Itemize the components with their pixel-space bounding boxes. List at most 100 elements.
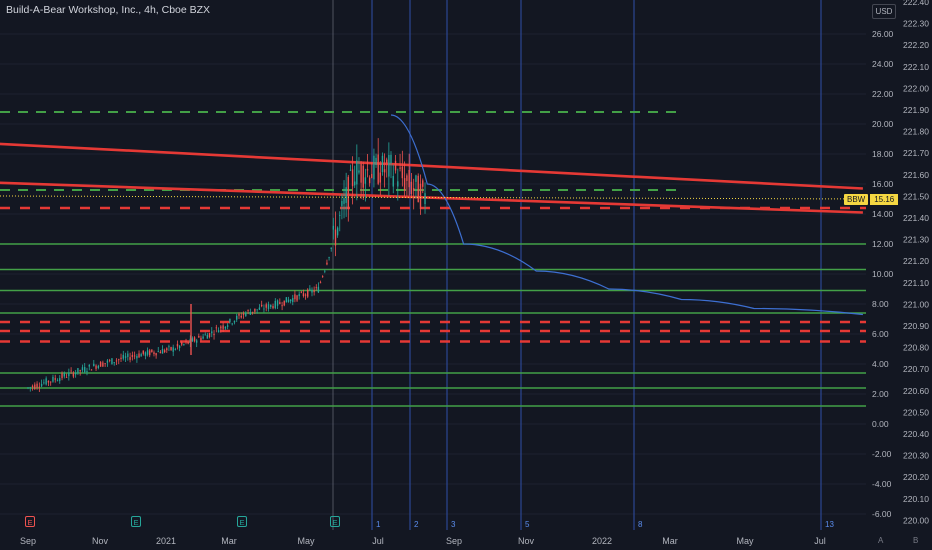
right-axis-label: 220.30	[903, 451, 929, 461]
candle-body	[43, 382, 45, 384]
time-axis-label: Jul	[814, 536, 826, 546]
horizontal-levels	[0, 111, 866, 407]
candle-body	[242, 313, 245, 315]
candle-body	[289, 299, 292, 302]
symbol-title[interactable]: Build-A-Bear Workshop, Inc., 4h, Cboe BZ…	[6, 4, 211, 16]
candle-body	[174, 349, 177, 351]
time-axis-label: Sep	[20, 536, 36, 546]
candle-body	[424, 193, 426, 205]
candle-body	[377, 154, 379, 184]
right-axis-label: 222.10	[903, 62, 929, 72]
right-axis-label: 221.10	[903, 278, 929, 288]
candle-body	[204, 334, 206, 336]
candle-body	[263, 308, 265, 310]
candle-body	[84, 367, 86, 373]
candle-body	[298, 294, 300, 297]
candle-body	[47, 380, 50, 383]
candle-body	[360, 163, 362, 183]
currency-button[interactable]: USD	[872, 4, 896, 19]
candle-body	[366, 169, 369, 171]
candle-body	[183, 344, 185, 345]
candle-body	[163, 350, 166, 353]
candle-body	[206, 334, 209, 339]
candle-body	[151, 349, 153, 353]
candle-body	[343, 198, 345, 204]
candle-body	[332, 225, 335, 230]
right-axis-label: 222.40	[903, 0, 929, 7]
time-axis-label: Nov	[518, 536, 535, 546]
candle-body	[133, 355, 136, 357]
left-axis-label: 14.00	[872, 209, 894, 219]
candle-body	[417, 175, 419, 203]
auto-scale-button[interactable]: A	[878, 536, 884, 545]
time-axis-label: 2021	[156, 536, 176, 546]
candle-body	[170, 347, 172, 351]
candle-body	[122, 354, 124, 359]
candle-body	[168, 346, 170, 348]
candle-body	[292, 298, 294, 303]
candle-body	[142, 350, 145, 354]
log-scale-button[interactable]: B	[913, 536, 919, 545]
candle-body	[236, 315, 238, 320]
right-axis-label: 220.70	[903, 364, 929, 374]
right-axis-label: 220.40	[903, 429, 929, 439]
earnings-badge[interactable]: E	[330, 516, 340, 527]
candle-body	[328, 257, 330, 258]
price-axis[interactable]: 26.00 24.00 22.00 20.00 18.00 16.00 14.00 12.00…	[872, 0, 929, 525]
candle-body	[349, 169, 352, 171]
candle-body	[317, 286, 320, 293]
left-axis-label: 0.00	[872, 419, 889, 429]
candle-body	[70, 370, 72, 372]
candle-body	[260, 304, 263, 307]
earnings-badge[interactable]: E	[237, 516, 247, 527]
candle-body	[79, 370, 81, 372]
grid	[0, 33, 866, 515]
red-trendline	[0, 181, 863, 214]
candle-body	[319, 282, 322, 284]
right-axis-label: 221.50	[903, 191, 929, 201]
candle-body	[287, 299, 290, 303]
candle-body	[283, 300, 285, 306]
candle-body	[77, 368, 79, 374]
time-axis-label: May	[297, 536, 315, 546]
earnings-badge[interactable]: E	[131, 516, 141, 527]
candle-body	[153, 352, 155, 355]
candle-body	[304, 294, 307, 296]
candle-body	[224, 326, 227, 329]
time-axis-label: Sep	[446, 536, 462, 546]
candle-body	[381, 155, 384, 173]
candle-body	[172, 347, 174, 352]
candle-body	[254, 308, 256, 312]
time-axis[interactable]: Sep Nov 2021 Mar May Jul Sep Nov 2022 Mar May Jul	[20, 536, 826, 546]
candle-body	[146, 350, 149, 355]
candle-body	[406, 175, 408, 181]
candle-body	[296, 295, 298, 301]
candle-body	[45, 378, 47, 385]
right-axis-label: 221.80	[903, 127, 929, 137]
price-tag: BBW 15.16	[844, 194, 899, 205]
left-axis-label: 20.00	[872, 119, 894, 129]
earnings-badge[interactable]: E	[25, 516, 35, 527]
candle-body	[272, 306, 274, 309]
price-tag-symbol: BBW	[844, 194, 869, 205]
candle-body	[129, 357, 131, 360]
price-tag-value: 15.16	[870, 194, 899, 205]
candle-body	[379, 172, 382, 183]
candle-body	[198, 336, 200, 338]
candle-body	[120, 357, 122, 359]
right-axis-label: 220.10	[903, 494, 929, 504]
candle-body	[68, 372, 70, 377]
candle-body	[208, 333, 211, 338]
right-axis-label: 220.90	[903, 321, 929, 331]
candle-body	[403, 178, 406, 191]
left-axis-label: 18.00	[872, 149, 894, 159]
candle-body	[124, 356, 127, 358]
candle-body	[267, 304, 270, 309]
candle-body	[307, 289, 309, 297]
candle-body	[65, 377, 68, 378]
candle-body	[336, 227, 339, 236]
candle-body	[401, 166, 404, 179]
candle-body	[347, 176, 349, 209]
candle-body	[157, 351, 159, 352]
